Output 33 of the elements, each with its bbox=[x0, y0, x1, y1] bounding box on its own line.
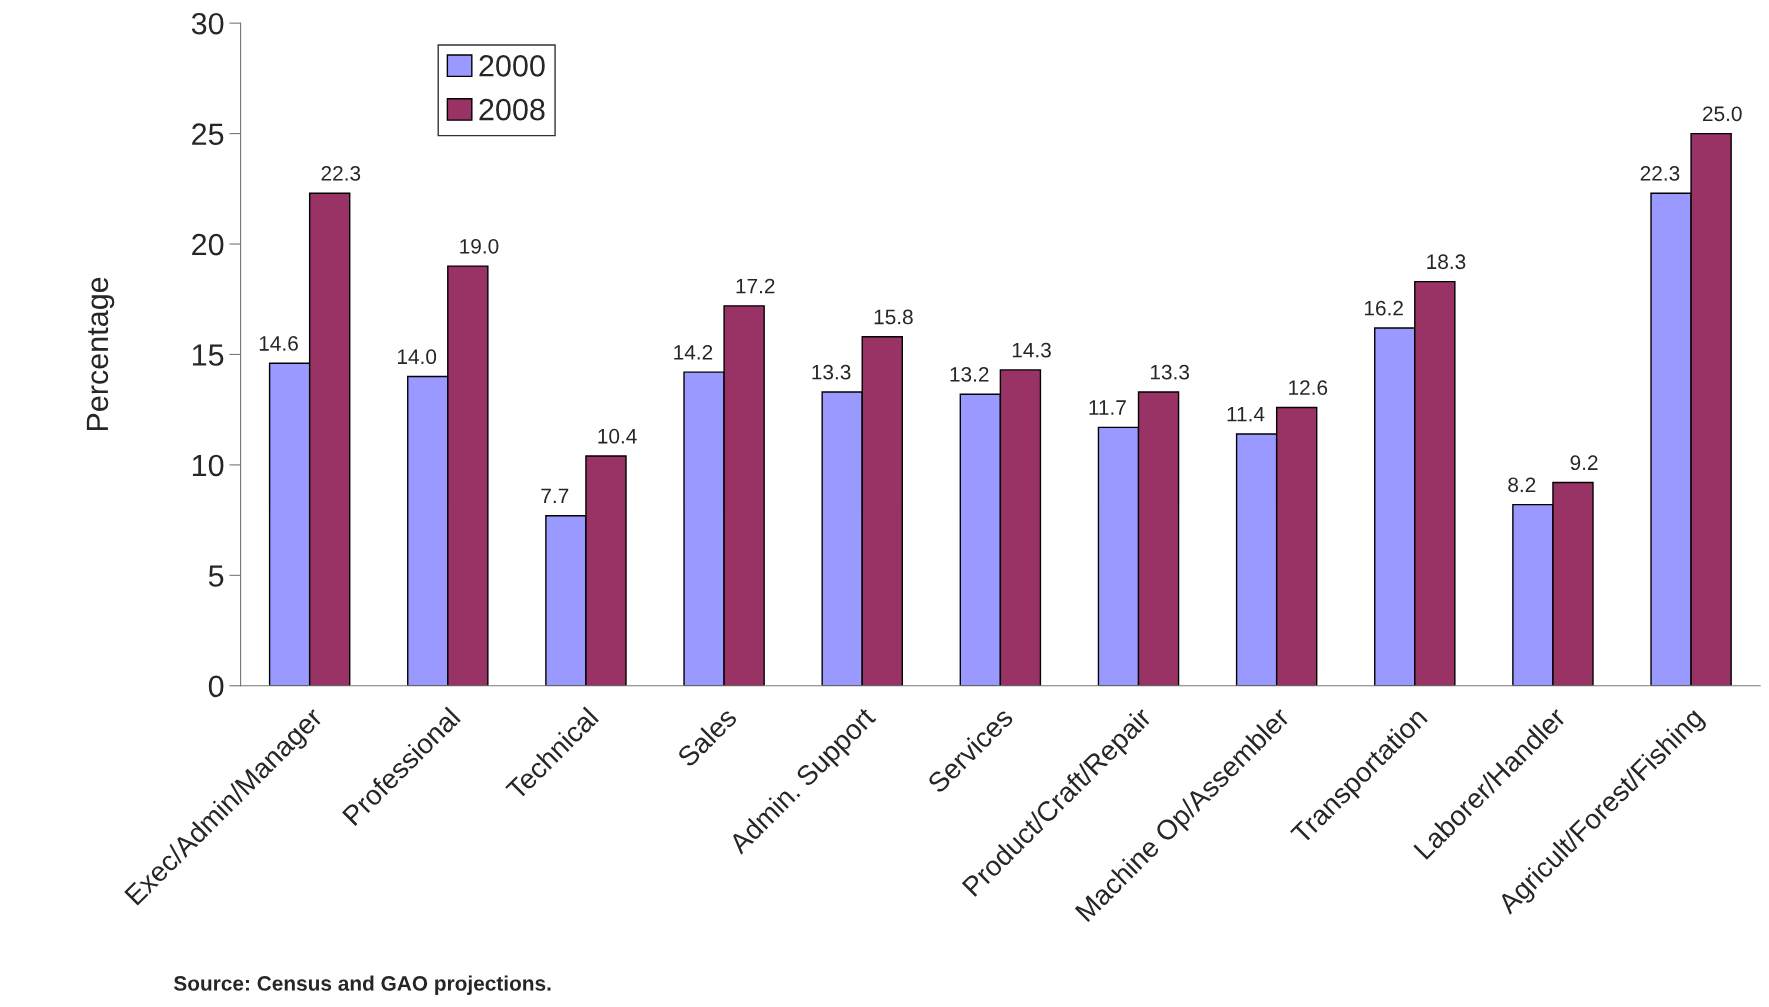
data-label: 16.2 bbox=[1364, 300, 1403, 316]
y-tick-label: 30 bbox=[191, 12, 224, 35]
data-label: 10.4 bbox=[598, 428, 637, 444]
y-tick-label: 25 bbox=[192, 123, 224, 145]
data-label: 22.3 bbox=[321, 166, 361, 181]
data-label: 11.4 bbox=[1227, 406, 1265, 422]
data-label: 25.0 bbox=[1703, 106, 1742, 122]
data-label: 18.3 bbox=[1427, 254, 1466, 270]
source-note: Source: Census and GAO projections. bbox=[173, 975, 551, 995]
y-tick-label: 10 bbox=[192, 454, 224, 477]
data-label: 14.2 bbox=[674, 344, 713, 360]
data-label: 22.3 bbox=[1640, 166, 1680, 181]
data-label: 12.6 bbox=[1289, 380, 1328, 396]
data-label: 13.3 bbox=[812, 364, 851, 380]
legend-label: 2008 bbox=[479, 98, 545, 121]
data-label: 14.3 bbox=[1012, 342, 1051, 358]
data-label: 13.3 bbox=[1150, 364, 1190, 380]
data-label: 14.0 bbox=[397, 349, 437, 365]
legend-label: 2000 bbox=[479, 55, 545, 77]
data-label: 11.7 bbox=[1089, 400, 1126, 415]
data-label: 13.2 bbox=[950, 367, 989, 382]
y-tick-label: 5 bbox=[208, 565, 224, 587]
data-label: 9.2 bbox=[1570, 455, 1598, 471]
y-axis-title: Percentage bbox=[86, 277, 115, 431]
data-label: 17.2 bbox=[736, 278, 775, 294]
data-label: 15.8 bbox=[874, 309, 913, 325]
y-tick-label: 0 bbox=[208, 675, 224, 698]
y-tick-label: 20 bbox=[192, 233, 224, 256]
data-label: 14.6 bbox=[259, 336, 298, 351]
y-tick-label: 15 bbox=[192, 344, 224, 366]
data-label: 19.0 bbox=[460, 238, 499, 254]
data-label: 7.7 bbox=[541, 488, 569, 504]
data-label: 8.2 bbox=[1508, 477, 1536, 493]
